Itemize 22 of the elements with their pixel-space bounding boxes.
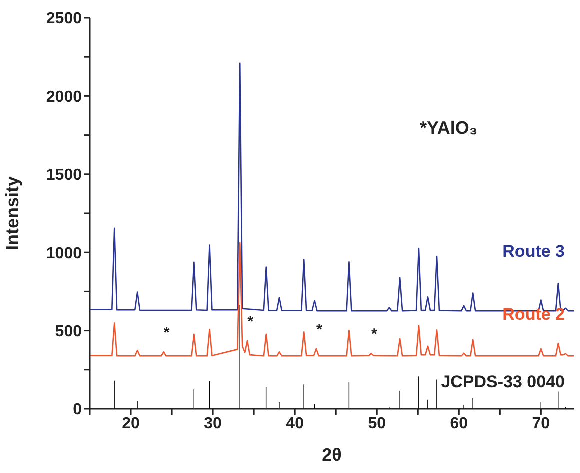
y-axis-title: Intensity: [2, 176, 22, 251]
y-tick-label: 500: [55, 323, 82, 340]
annotation: *: [164, 324, 170, 342]
line-series: [90, 242, 574, 357]
x-tick-label: 20: [122, 415, 140, 432]
y-tick-label: 1500: [46, 167, 82, 184]
series-label: Route 3: [502, 242, 565, 262]
x-axis-title: 2θ: [322, 445, 342, 465]
x-tick-label: 40: [286, 415, 304, 432]
y-tick-label: 0: [73, 402, 82, 419]
annotation: *: [316, 321, 322, 338]
series-label: JCPDS-33 0040: [441, 372, 565, 392]
y-tick-label: 2000: [46, 88, 82, 106]
y-tick-label: 1000: [46, 245, 82, 262]
y-tick-label: 2500: [46, 10, 82, 28]
x-tick-label: 30: [204, 415, 222, 432]
annotation: *: [248, 313, 254, 330]
annotation: *YAlO₃: [420, 118, 478, 139]
x-tick-label: 70: [532, 415, 550, 432]
x-tick-label: 50: [368, 415, 386, 432]
annotation: *: [371, 326, 378, 344]
x-tick-label: 60: [450, 415, 468, 432]
